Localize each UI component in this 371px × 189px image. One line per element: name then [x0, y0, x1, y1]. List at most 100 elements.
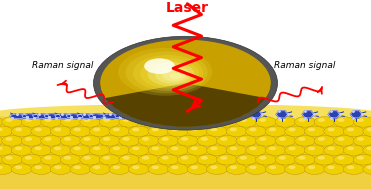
- Circle shape: [347, 146, 354, 150]
- Circle shape: [2, 117, 23, 127]
- Circle shape: [187, 126, 208, 137]
- Circle shape: [181, 137, 188, 141]
- Circle shape: [226, 126, 247, 137]
- Circle shape: [288, 165, 296, 169]
- Circle shape: [12, 126, 32, 137]
- Circle shape: [279, 137, 286, 141]
- Circle shape: [122, 118, 130, 122]
- Circle shape: [50, 145, 71, 156]
- Circle shape: [155, 66, 190, 84]
- Circle shape: [353, 136, 371, 146]
- Circle shape: [191, 146, 198, 150]
- Circle shape: [265, 164, 286, 174]
- Circle shape: [5, 156, 13, 160]
- Polygon shape: [115, 114, 131, 119]
- Circle shape: [138, 154, 159, 165]
- Circle shape: [220, 137, 227, 141]
- Circle shape: [275, 154, 296, 165]
- Circle shape: [0, 164, 13, 174]
- Circle shape: [249, 165, 257, 169]
- Circle shape: [285, 145, 305, 156]
- Text: Raman signal: Raman signal: [32, 61, 94, 70]
- Circle shape: [15, 165, 22, 169]
- Circle shape: [93, 128, 101, 131]
- Circle shape: [269, 165, 276, 169]
- Circle shape: [246, 164, 266, 174]
- Circle shape: [357, 118, 364, 122]
- Circle shape: [318, 137, 325, 141]
- Circle shape: [41, 117, 62, 127]
- Circle shape: [83, 156, 91, 160]
- Circle shape: [70, 164, 91, 174]
- Circle shape: [5, 118, 13, 122]
- Circle shape: [73, 128, 81, 131]
- Circle shape: [353, 117, 371, 127]
- Polygon shape: [89, 114, 105, 119]
- Circle shape: [103, 118, 110, 122]
- Circle shape: [100, 40, 271, 127]
- Circle shape: [60, 136, 81, 146]
- Circle shape: [83, 137, 91, 141]
- Circle shape: [113, 128, 120, 131]
- Circle shape: [60, 117, 81, 127]
- Circle shape: [64, 118, 71, 122]
- Circle shape: [249, 128, 257, 131]
- Circle shape: [128, 145, 149, 156]
- Circle shape: [103, 156, 110, 160]
- Circle shape: [353, 154, 371, 165]
- Circle shape: [367, 128, 371, 131]
- Polygon shape: [328, 111, 339, 118]
- Polygon shape: [66, 114, 83, 119]
- Polygon shape: [250, 111, 262, 118]
- Circle shape: [265, 145, 286, 156]
- Circle shape: [109, 126, 130, 137]
- Circle shape: [73, 165, 81, 169]
- Circle shape: [363, 126, 371, 137]
- Circle shape: [168, 145, 188, 156]
- Circle shape: [363, 145, 371, 156]
- Circle shape: [197, 154, 218, 165]
- Circle shape: [158, 154, 179, 165]
- Circle shape: [256, 117, 276, 127]
- Circle shape: [210, 165, 217, 169]
- Circle shape: [64, 137, 71, 141]
- Circle shape: [54, 146, 61, 150]
- Circle shape: [265, 126, 286, 137]
- Circle shape: [122, 137, 130, 141]
- Circle shape: [207, 164, 227, 174]
- Polygon shape: [55, 114, 72, 119]
- Circle shape: [191, 165, 198, 169]
- Circle shape: [171, 165, 178, 169]
- Circle shape: [158, 136, 179, 146]
- Circle shape: [73, 146, 81, 150]
- Polygon shape: [44, 114, 61, 119]
- Circle shape: [201, 156, 208, 160]
- Circle shape: [217, 117, 237, 127]
- Bar: [0, 112, 371, 189]
- Circle shape: [45, 118, 52, 122]
- Circle shape: [21, 136, 42, 146]
- Circle shape: [0, 145, 13, 156]
- Circle shape: [367, 165, 371, 169]
- Wedge shape: [100, 83, 271, 127]
- Circle shape: [0, 165, 3, 169]
- Circle shape: [144, 58, 175, 74]
- Circle shape: [99, 136, 120, 146]
- Circle shape: [118, 48, 212, 96]
- Circle shape: [148, 62, 194, 86]
- Circle shape: [113, 146, 120, 150]
- Circle shape: [109, 164, 130, 174]
- Circle shape: [279, 118, 286, 122]
- Circle shape: [187, 145, 208, 156]
- Circle shape: [367, 146, 371, 150]
- Circle shape: [318, 156, 325, 160]
- Circle shape: [113, 165, 120, 169]
- Circle shape: [230, 146, 237, 150]
- Circle shape: [152, 146, 159, 150]
- Circle shape: [0, 146, 3, 150]
- Circle shape: [334, 136, 354, 146]
- Polygon shape: [302, 111, 313, 118]
- Circle shape: [152, 165, 159, 169]
- Circle shape: [50, 126, 71, 137]
- Circle shape: [142, 137, 149, 141]
